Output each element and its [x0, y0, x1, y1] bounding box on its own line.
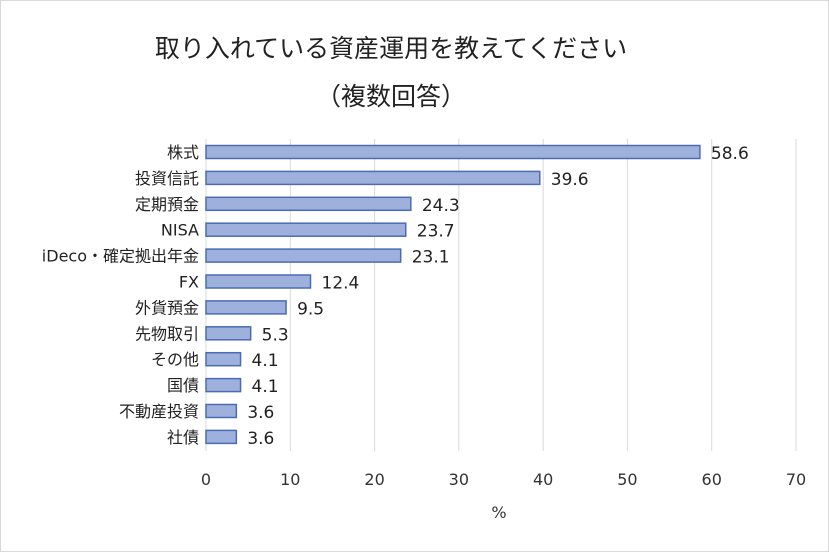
bar — [205, 300, 287, 315]
category-label: 株式 — [167, 143, 199, 162]
bar — [205, 274, 312, 289]
category-label: 不動産投資 — [119, 402, 199, 421]
bar — [205, 170, 541, 186]
data-label: 58.6 — [711, 144, 749, 164]
category-label: 先物取引 — [135, 324, 199, 343]
category-label: 投資信託 — [135, 169, 199, 188]
x-tick-label: 10 — [280, 470, 300, 489]
bar — [205, 403, 238, 419]
x-tick-label: 60 — [702, 470, 722, 489]
x-axis-label: % — [491, 503, 506, 522]
category-label: 社債 — [167, 428, 199, 447]
category-label: その他 — [151, 350, 199, 369]
bar — [205, 196, 412, 212]
data-label: 9.5 — [297, 299, 324, 319]
data-label: 24.3 — [422, 196, 460, 216]
category-label: 外貨預金 — [135, 298, 199, 317]
category-label: iDeco・確定拠出年金 — [42, 247, 199, 266]
category-label: FX — [179, 273, 199, 292]
bar — [205, 429, 238, 445]
bar — [205, 377, 242, 393]
chart-title-line-2: （複数回答） — [315, 82, 466, 111]
data-label: 4.1 — [252, 377, 279, 397]
data-label: 5.3 — [262, 325, 289, 345]
data-label: 23.7 — [417, 222, 455, 242]
data-label: 12.4 — [322, 274, 360, 294]
data-label: 3.6 — [247, 429, 274, 449]
data-label: 39.6 — [551, 170, 589, 190]
x-tick-label: 40 — [533, 470, 553, 489]
x-tick-label: 0 — [201, 470, 211, 489]
x-tick-label: 20 — [364, 470, 384, 489]
bar — [205, 248, 402, 263]
data-label: 3.6 — [247, 403, 274, 423]
data-label: 4.1 — [252, 351, 279, 371]
category-label: 定期預金 — [135, 195, 199, 214]
x-tick-label: 70 — [786, 470, 806, 489]
x-tick-label: 50 — [617, 470, 637, 489]
bar — [205, 222, 407, 237]
category-label: 国債 — [167, 376, 199, 395]
category-label: NISA — [161, 221, 199, 240]
x-tick-label: 30 — [449, 470, 469, 489]
data-label: 23.1 — [412, 248, 450, 268]
bar — [205, 351, 242, 367]
bar — [205, 144, 701, 160]
bar — [205, 326, 252, 341]
chart-title-line-1: 取り入れている資産運用を教えてください — [154, 34, 628, 63]
